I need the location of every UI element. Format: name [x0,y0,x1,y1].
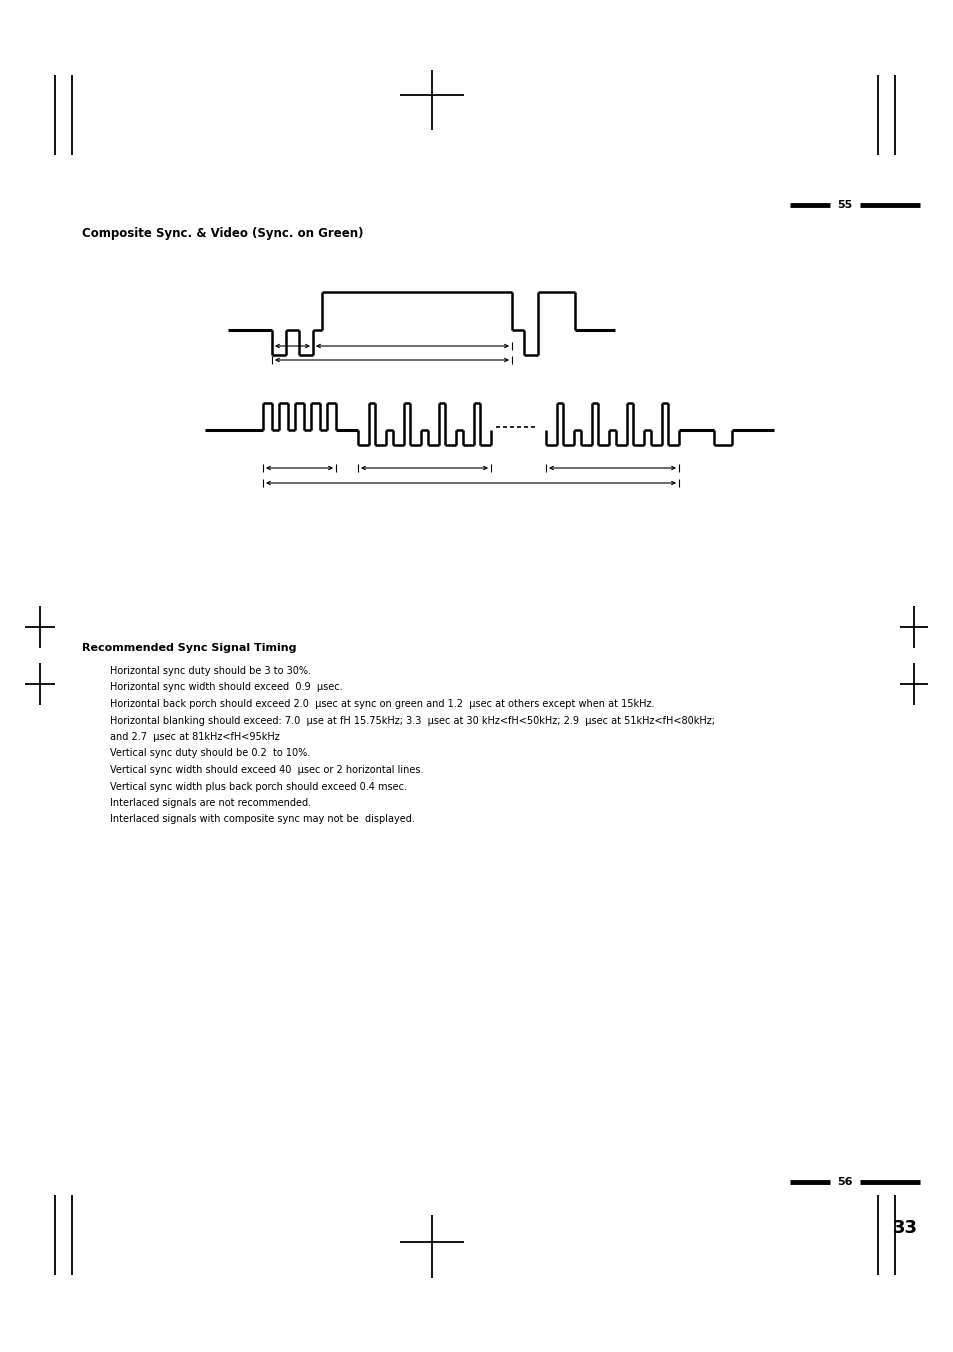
Text: 55: 55 [837,200,852,210]
Text: Vertical sync width plus back porch should exceed 0.4 msec.: Vertical sync width plus back porch shou… [110,781,407,791]
Text: Interlaced signals with composite sync may not be  displayed.: Interlaced signals with composite sync m… [110,814,415,825]
Text: Vertical sync width should exceed 40  μsec or 2 horizontal lines.: Vertical sync width should exceed 40 μse… [110,765,423,775]
Text: Horizontal sync width should exceed  0.9  μsec.: Horizontal sync width should exceed 0.9 … [110,683,342,692]
Text: Composite Sync. & Video (Sync. on Green): Composite Sync. & Video (Sync. on Green) [82,227,363,239]
Text: Horizontal blanking should exceed: 7.0  μse at fH 15.75kHz; 3.3  μsec at 30 kHz<: Horizontal blanking should exceed: 7.0 μ… [110,715,714,726]
Text: Interlaced signals are not recommended.: Interlaced signals are not recommended. [110,798,311,808]
Text: Recommended Sync Signal Timing: Recommended Sync Signal Timing [82,644,296,653]
Text: Horizontal back porch should exceed 2.0  μsec at sync on green and 1.2  μsec at : Horizontal back porch should exceed 2.0 … [110,699,654,708]
Text: Horizontal sync duty should be 3 to 30%.: Horizontal sync duty should be 3 to 30%. [110,667,311,676]
Text: Vertical sync duty should be 0.2  to 10%.: Vertical sync duty should be 0.2 to 10%. [110,749,310,758]
Text: 33: 33 [892,1220,917,1237]
Text: and 2.7  μsec at 81kHz<fH<95kHz: and 2.7 μsec at 81kHz<fH<95kHz [110,731,279,742]
Text: 56: 56 [837,1178,852,1187]
